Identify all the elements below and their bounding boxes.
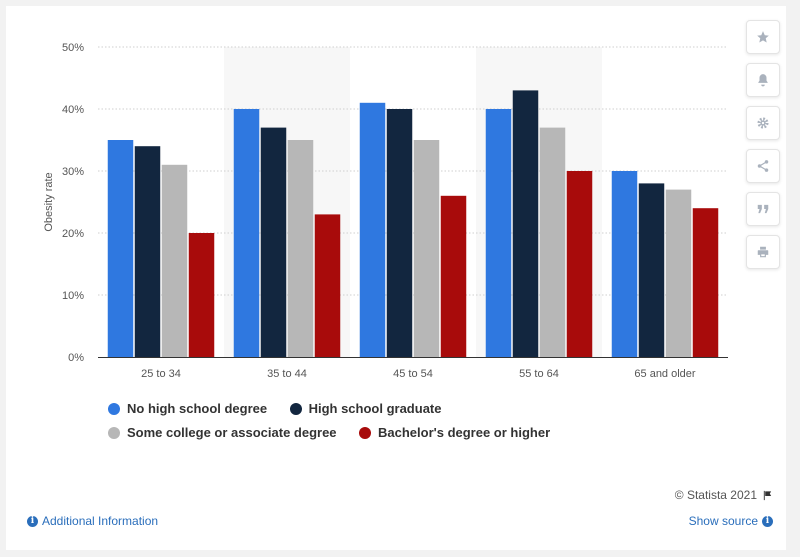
share-icon xyxy=(757,160,769,172)
bar-4-3[interactable] xyxy=(440,195,467,357)
cite-button[interactable] xyxy=(746,192,780,226)
y-tick-label: 40% xyxy=(62,104,84,116)
bar-1-4[interactable] xyxy=(485,109,512,357)
bar-3-4[interactable] xyxy=(539,127,566,357)
x-tick-label: 55 to 64 xyxy=(519,368,559,380)
bar-4-5[interactable] xyxy=(692,208,719,357)
info-icon: i xyxy=(27,515,38,527)
bar-1-2[interactable] xyxy=(233,109,260,357)
bar-1-3[interactable] xyxy=(359,102,386,357)
quote-icon xyxy=(757,204,769,214)
y-tick-label: 20% xyxy=(62,228,84,240)
side-toolbar xyxy=(746,20,780,278)
legend-dot xyxy=(289,402,302,415)
bar-2-4[interactable] xyxy=(512,90,539,358)
star-icon xyxy=(757,31,769,43)
legend-label: Bachelor's degree or higher xyxy=(378,425,551,440)
bar-3-3[interactable] xyxy=(413,140,440,357)
bar-4-2[interactable] xyxy=(314,214,341,357)
show-source-label: Show source xyxy=(688,514,758,528)
info-icon: i xyxy=(762,515,773,527)
y-tick-label: 30% xyxy=(62,166,84,178)
y-axis-title: Obesity rate xyxy=(43,172,55,231)
x-tick-label: 65 and older xyxy=(634,368,695,380)
legend-dot xyxy=(359,426,371,439)
y-tick-label: 0% xyxy=(68,352,84,364)
share-button[interactable] xyxy=(746,149,780,183)
bar-1-1[interactable] xyxy=(107,140,134,357)
legend-label: No high school degree xyxy=(127,401,268,416)
bar-3-1[interactable] xyxy=(161,164,188,357)
bar-3-5[interactable] xyxy=(665,189,692,357)
additional-information-label: Additional Information xyxy=(42,514,159,528)
x-tick-label: 25 to 34 xyxy=(141,368,181,380)
y-tick-label: 50% xyxy=(62,42,84,54)
legend-item-some-college[interactable]: Some college or associate degree xyxy=(108,425,337,440)
favorite-button[interactable] xyxy=(746,20,780,54)
show-source-link[interactable]: Show source i xyxy=(689,514,773,528)
settings-button[interactable] xyxy=(746,106,780,140)
bar-2-2[interactable] xyxy=(260,127,287,357)
legend-label: Some college or associate degree xyxy=(127,425,337,440)
print-button[interactable] xyxy=(746,235,780,269)
gear-icon xyxy=(757,117,769,129)
bar-2-1[interactable] xyxy=(134,146,161,357)
x-tick-label: 45 to 54 xyxy=(393,368,433,380)
flag-icon xyxy=(763,490,772,500)
legend-label: High school graduate xyxy=(308,401,442,416)
legend-item-bachelors[interactable]: Bachelor's degree or higher xyxy=(359,425,550,440)
bell-icon xyxy=(758,74,768,87)
legend-item-high-school-graduate[interactable]: High school graduate xyxy=(289,401,442,416)
y-tick-label: 10% xyxy=(62,290,84,302)
bar-3-2[interactable] xyxy=(287,140,314,357)
print-icon xyxy=(757,246,769,258)
credit-text: © Statista 2021 xyxy=(674,488,757,502)
notification-button[interactable] xyxy=(746,63,780,97)
bar-2-5[interactable] xyxy=(638,183,665,357)
legend-item-no-high-school[interactable]: No high school degree xyxy=(108,401,267,416)
legend-dot xyxy=(108,426,120,439)
bar-1-5[interactable] xyxy=(611,171,638,357)
x-tick-label: 35 to 44 xyxy=(267,368,307,380)
statista-credit[interactable]: © Statista 2021 xyxy=(675,488,773,502)
bar-4-1[interactable] xyxy=(188,233,215,357)
bar-2-3[interactable] xyxy=(386,109,413,357)
chart-legend: No high school degree High school gradua… xyxy=(108,401,708,449)
bar-4-4[interactable] xyxy=(566,171,593,357)
additional-information-link[interactable]: i Additional Information xyxy=(27,514,158,528)
legend-dot xyxy=(108,402,120,415)
